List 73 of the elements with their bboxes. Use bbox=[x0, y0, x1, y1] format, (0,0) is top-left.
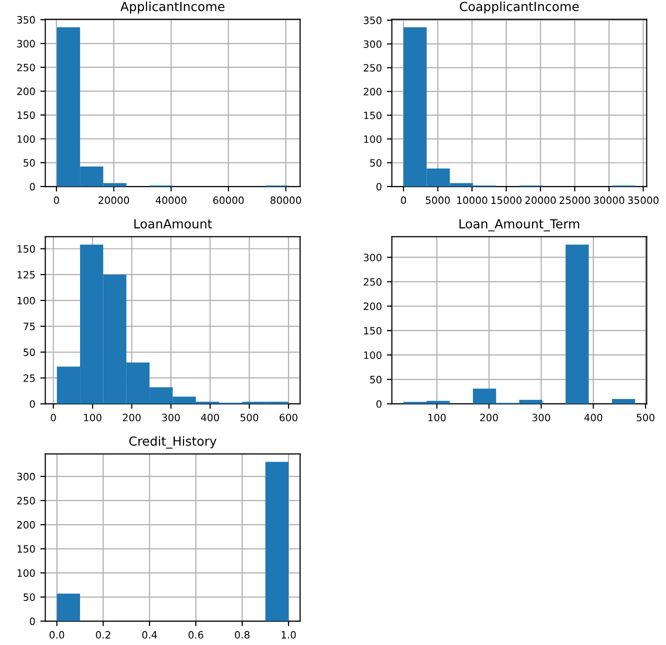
x-tick-label: 5000 bbox=[426, 196, 450, 204]
chart-title: LoanAmount bbox=[134, 219, 212, 229]
y-tick-label: 350 bbox=[364, 16, 382, 24]
y-tick-label: 0 bbox=[30, 400, 35, 408]
x-tick-label: 20000 bbox=[98, 196, 130, 204]
y-tick-label: 250 bbox=[17, 64, 35, 72]
x-tick-label: 40000 bbox=[156, 196, 186, 204]
y-tick-label: 50 bbox=[370, 159, 382, 167]
x-tick-label: 500 bbox=[240, 414, 258, 422]
y-tick-label: 100 bbox=[364, 351, 382, 359]
y-tick-label: 200 bbox=[17, 521, 35, 529]
x-tick-label: 15000 bbox=[491, 196, 522, 204]
y-tick-label: 300 bbox=[17, 472, 35, 480]
x-tick-label: 300 bbox=[532, 414, 550, 422]
y-tick-label: 0 bbox=[376, 182, 382, 190]
y-tick-label: 200 bbox=[17, 88, 35, 96]
chart-title: Loan_Amount_Term bbox=[460, 219, 580, 232]
y-tick-label: 50 bbox=[24, 159, 35, 167]
x-tick-label: 600 bbox=[280, 414, 298, 422]
x-tick-label: 0.8 bbox=[234, 631, 250, 639]
y-tick-label: 50 bbox=[24, 593, 35, 601]
y-tick-label: 100 bbox=[364, 135, 382, 143]
x-tick-label: 400 bbox=[201, 414, 220, 422]
x-tick-label: 80000 bbox=[270, 196, 302, 204]
x-tick-label: 0.4 bbox=[142, 631, 157, 639]
y-tick-label: 150 bbox=[18, 111, 35, 119]
y-tick-label: 200 bbox=[364, 302, 382, 310]
x-tick-label: 100 bbox=[84, 414, 102, 422]
y-tick-label: 300 bbox=[364, 254, 382, 262]
y-tick-label: 150 bbox=[364, 112, 382, 120]
y-tick-label: 75 bbox=[24, 322, 35, 330]
x-tick-label: 0.0 bbox=[50, 631, 64, 639]
y-tick-label: 0 bbox=[30, 618, 35, 626]
x-tick-label: 200 bbox=[480, 414, 498, 422]
y-tick-label: 100 bbox=[18, 569, 35, 577]
y-tick-label: 200 bbox=[364, 88, 382, 96]
y-tick-label: 150 bbox=[18, 245, 35, 253]
y-tick-label: 0 bbox=[376, 400, 382, 408]
chart-title: Credit_History bbox=[129, 436, 216, 449]
y-tick-label: 25 bbox=[24, 374, 35, 382]
y-tick-label: 125 bbox=[18, 270, 35, 279]
x-tick-label: 400 bbox=[584, 414, 602, 422]
y-tick-label: 250 bbox=[364, 278, 382, 286]
x-tick-label: 0.6 bbox=[188, 631, 204, 639]
y-tick-label: 150 bbox=[364, 326, 382, 335]
x-tick-label: 0.2 bbox=[96, 631, 110, 639]
x-tick-label: 0 bbox=[400, 196, 406, 204]
x-tick-label: 30000 bbox=[594, 196, 624, 204]
y-tick-label: 350 bbox=[17, 16, 35, 24]
x-tick-label: 200 bbox=[122, 414, 141, 422]
y-tick-label: 0 bbox=[30, 182, 35, 190]
x-tick-label: 300 bbox=[162, 414, 180, 422]
y-tick-label: 100 bbox=[18, 135, 35, 143]
y-tick-label: 150 bbox=[18, 545, 35, 553]
x-tick-label: 0 bbox=[54, 196, 59, 204]
y-tick-label: 50 bbox=[370, 376, 382, 384]
x-tick-label: 60000 bbox=[213, 196, 244, 204]
y-tick-label: 300 bbox=[364, 40, 382, 48]
y-tick-label: 250 bbox=[17, 496, 35, 504]
chart-title: CoapplicantIncome bbox=[460, 2, 579, 14]
x-tick-label: 20000 bbox=[525, 196, 556, 204]
chart-title: ApplicantIncome bbox=[120, 2, 224, 14]
x-tick-label: 35000 bbox=[628, 196, 658, 204]
y-tick-label: 300 bbox=[17, 40, 35, 48]
x-tick-label: 100 bbox=[428, 414, 446, 422]
y-tick-label: 100 bbox=[18, 296, 35, 304]
x-tick-label: 0 bbox=[50, 414, 56, 422]
y-tick-label: 50 bbox=[24, 348, 35, 356]
x-tick-label: 25000 bbox=[560, 196, 590, 204]
x-tick-label: 10000 bbox=[457, 196, 488, 204]
x-tick-label: 1.0 bbox=[282, 631, 296, 639]
x-tick-label: 500 bbox=[636, 414, 654, 422]
y-tick-label: 250 bbox=[364, 64, 382, 72]
